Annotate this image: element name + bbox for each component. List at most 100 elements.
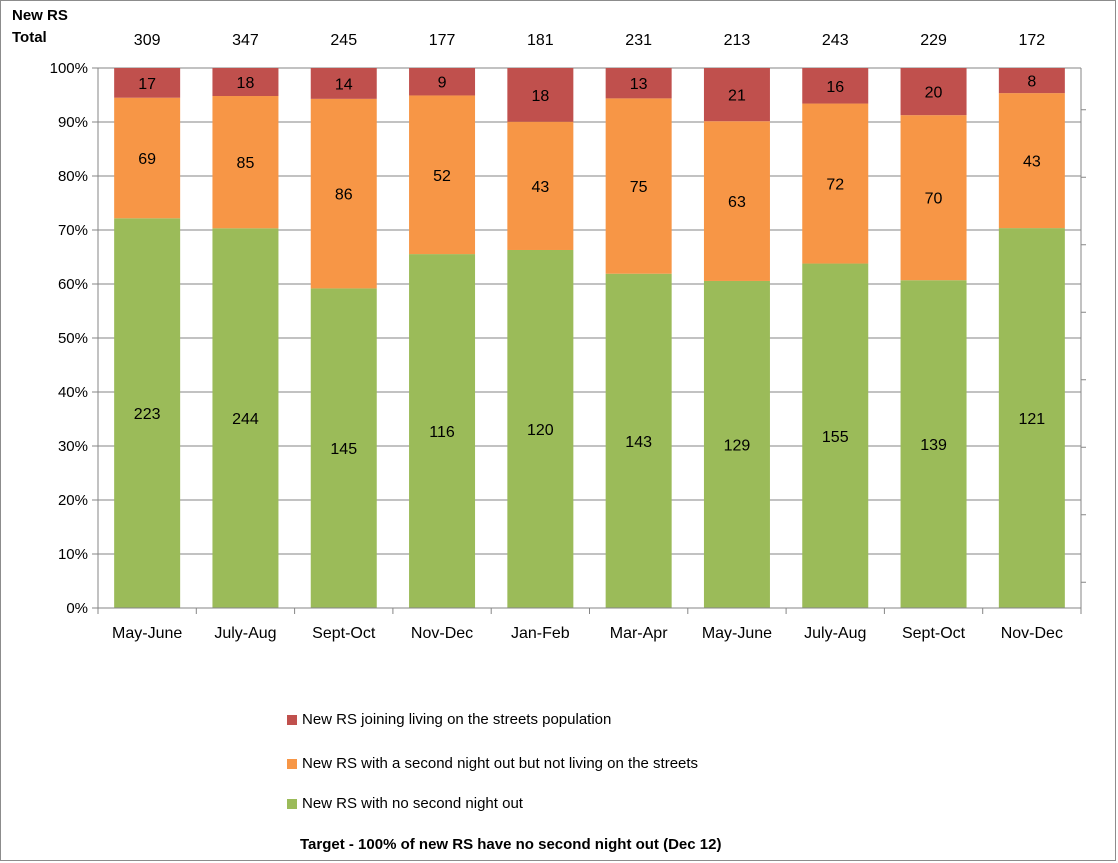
data-label: 129 (724, 437, 751, 454)
total-label: 172 (1018, 32, 1045, 49)
labels: 0% 10% 20% 30% 40% 50% 60% 70% 80% 90% 100% New RS T… (12, 7, 1063, 642)
totals-label: New RS Total (12, 7, 68, 46)
bar-segment (507, 249, 574, 608)
data-label: 21 (728, 88, 746, 105)
x-tick-label: May-June (112, 625, 182, 642)
total-label: 243 (822, 32, 849, 49)
total-label: 177 (429, 32, 456, 49)
legend-item-no-second-night: New RS with no second night out (287, 795, 523, 812)
y-tick-label: 20% (58, 492, 88, 509)
data-label: 18 (531, 88, 549, 105)
data-label: 116 (429, 424, 455, 441)
bar-segment (114, 68, 181, 98)
bar-segment (507, 68, 574, 122)
y-tick-label: 0% (66, 600, 88, 617)
legend-swatch-orange (287, 758, 297, 769)
bar-segment (409, 95, 476, 255)
y-tick-label: 90% (58, 114, 88, 131)
data-label: 17 (138, 76, 156, 93)
data-label: 75 (630, 179, 648, 196)
data-label: 18 (237, 75, 255, 92)
legend-label: New RS joining living on the streets pop… (302, 711, 612, 728)
bar-segment (507, 121, 574, 250)
bar-segment (703, 121, 770, 281)
data-label: 121 (1018, 411, 1045, 428)
total-label: 245 (330, 32, 357, 49)
y-tick-label: 80% (58, 168, 88, 185)
data-label: 139 (920, 437, 947, 454)
data-label: 72 (826, 177, 844, 194)
data-label: 223 (134, 406, 161, 423)
y-tick-label: 70% (58, 222, 88, 239)
bar-segment (409, 68, 476, 96)
data-label: 16 (826, 79, 844, 96)
data-label: 86 (335, 187, 353, 204)
total-label: 309 (134, 32, 161, 49)
bar-segment (703, 68, 770, 122)
x-tick-label: May-June (702, 625, 772, 642)
data-label: 69 (138, 151, 156, 168)
data-label: 14 (335, 76, 353, 93)
y-tick-label: 30% (58, 438, 88, 455)
bar-segment (900, 115, 967, 281)
legend-item-streets: New RS joining living on the streets pop… (287, 711, 611, 728)
x-tick-label: Mar-Apr (610, 625, 668, 642)
x-tick-label: Sept-Oct (902, 625, 966, 642)
legend-swatch-red (287, 714, 297, 725)
data-label: 13 (630, 76, 648, 93)
bar-segment (409, 254, 476, 609)
legend-label: New RS with a second night out but not l… (302, 755, 699, 772)
bar-segment (212, 68, 279, 97)
bar-segment (114, 218, 181, 608)
x-tick-label: Nov-Dec (1001, 625, 1063, 642)
bar-segment (998, 228, 1065, 608)
y-tick-label: 50% (58, 330, 88, 347)
y-tick-label: 60% (58, 276, 88, 293)
legend-swatch-green (287, 798, 297, 809)
bar-segment (114, 97, 181, 219)
data-label: 244 (232, 411, 259, 428)
total-label: 213 (724, 32, 751, 49)
x-tick-label: Nov-Dec (411, 625, 473, 642)
bar-segment (605, 68, 672, 99)
total-label: 347 (232, 32, 259, 49)
y-tick-label: 100% (50, 60, 88, 77)
data-label: 52 (433, 168, 451, 185)
data-label: 145 (330, 441, 357, 458)
legend-item-second-night: New RS with a second night out but not l… (287, 755, 698, 772)
axes (92, 67, 1086, 614)
data-label: 9 (438, 75, 447, 92)
data-label: 143 (625, 434, 652, 451)
total-label: 231 (625, 32, 652, 49)
bar-segment (605, 273, 672, 608)
x-tick-label: July-Aug (804, 625, 866, 642)
x-tick-label: Jan-Feb (511, 625, 570, 642)
bar-segment (212, 96, 279, 229)
data-label: 43 (531, 179, 549, 196)
data-label: 155 (822, 429, 849, 446)
x-tick-label: July-Aug (214, 625, 276, 642)
total-label: 181 (527, 32, 554, 49)
bar-segment (900, 68, 967, 116)
total-label: 229 (920, 32, 947, 49)
bar-segment (310, 98, 377, 289)
legend-label: New RS with no second night out (302, 795, 523, 812)
data-label: 63 (728, 194, 746, 211)
data-label: 70 (925, 191, 943, 208)
bars (114, 68, 1065, 609)
bar-segment (900, 280, 967, 608)
chart-footnote: Target - 100% of new RS have no second n… (300, 836, 722, 853)
bar-segment (998, 93, 1065, 229)
bar-segment (802, 103, 869, 264)
bar-segment (998, 68, 1065, 94)
y-tick-label: 40% (58, 384, 88, 401)
data-label: 20 (925, 85, 943, 102)
data-label: 8 (1027, 74, 1036, 91)
bar-segment (310, 288, 377, 608)
bar-segment (310, 68, 377, 99)
bar-segment (802, 68, 869, 104)
data-label: 43 (1023, 154, 1041, 171)
bar-segment (212, 228, 279, 608)
